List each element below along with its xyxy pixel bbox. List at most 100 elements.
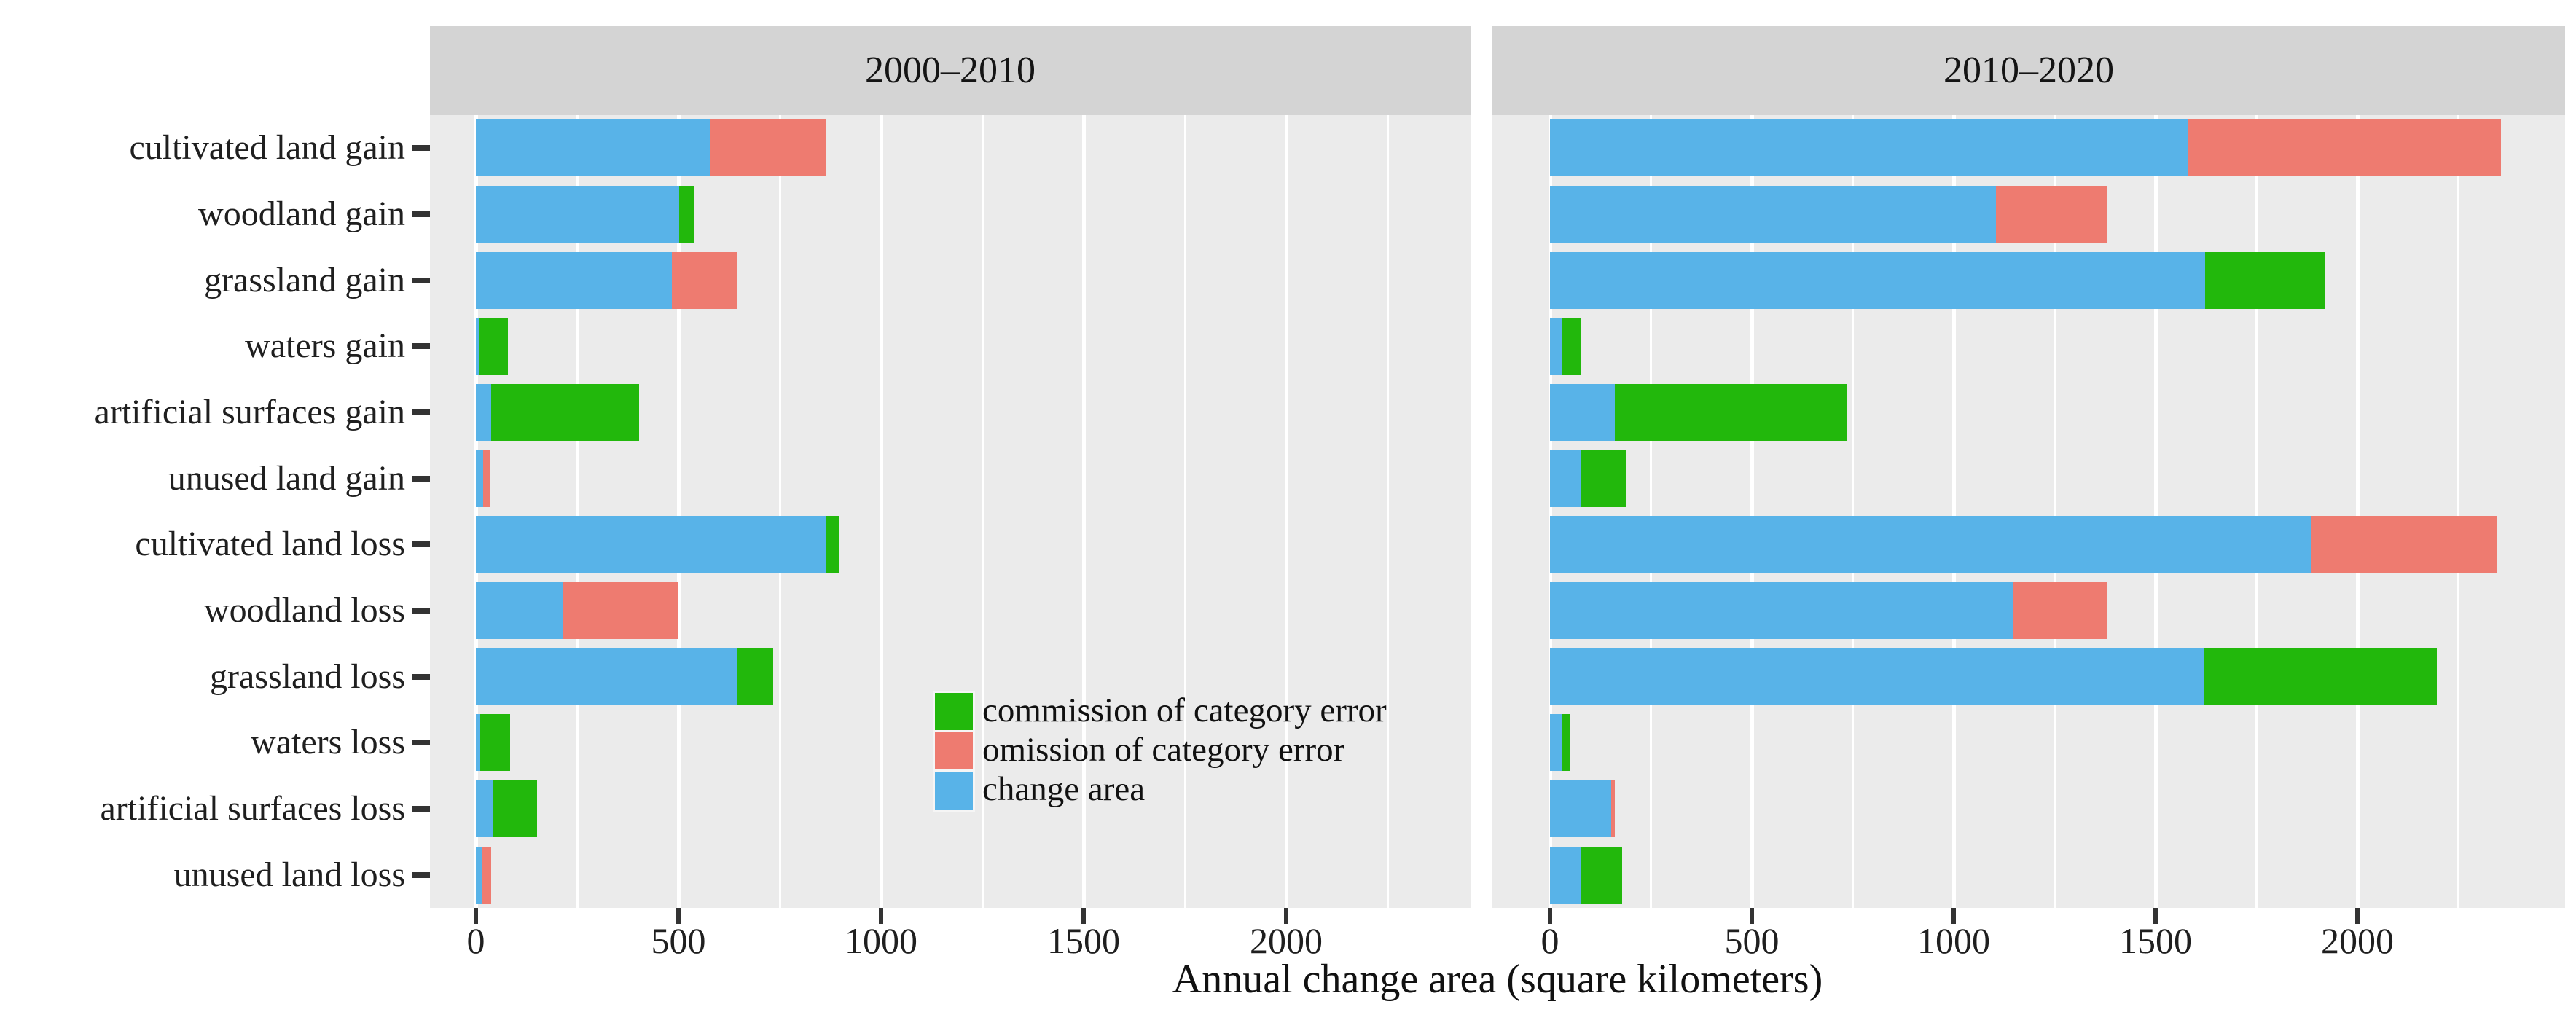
bar-segment-omission [483, 450, 490, 507]
bar-segment-omission [1611, 780, 1616, 837]
legend-key-commission [933, 691, 975, 733]
x-tick-mark [879, 908, 883, 924]
legend-label: commission of category error [982, 691, 1387, 729]
major-gridline [676, 115, 681, 908]
bar-segment-change [1550, 582, 2013, 639]
bar-segment-omission [2188, 119, 2501, 177]
major-gridline [1081, 115, 1086, 908]
x-tick-label: 0 [466, 920, 485, 961]
bar-segment-change [476, 846, 482, 904]
bar-segment-change [476, 582, 563, 639]
x-tick-label: 0 [1540, 920, 1559, 961]
minor-gridline [2457, 115, 2459, 908]
bar-segment-change [1550, 450, 1581, 507]
bar-segment-change [476, 714, 480, 772]
bar-segment-change [1550, 714, 1562, 772]
legend-label: omission of category error [982, 731, 1345, 769]
x-tick-mark [1750, 908, 1754, 924]
bar-segment-change [476, 450, 483, 507]
panel-2010-2020 [1492, 115, 2565, 908]
bar-segment-commission [492, 780, 538, 837]
y-tick-mark [412, 277, 430, 283]
x-tick-mark [1081, 908, 1086, 924]
y-axis-label: grassland loss [210, 657, 405, 696]
x-axis-title: Annual change area (square kilometers) [1172, 957, 1823, 1002]
bar-segment-change [1550, 516, 2311, 573]
x-tick-label: 1000 [845, 920, 917, 961]
bar-segment-change [1550, 186, 1997, 243]
y-tick-mark [412, 740, 430, 746]
bar-segment-change [476, 516, 826, 573]
minor-gridline [778, 115, 781, 908]
minor-gridline [1852, 115, 1854, 908]
bar-segment-commission [2204, 648, 2437, 705]
legend-label: change area [982, 770, 1146, 808]
x-tick-label: 500 [651, 920, 706, 961]
minor-gridline [2054, 115, 2056, 908]
y-axis-label: woodland loss [204, 591, 405, 630]
bar-segment-change [1550, 846, 1581, 904]
facet-strip-left-label: 2000–2010 [865, 50, 1036, 91]
bar-segment-change [476, 648, 737, 705]
major-gridline [1951, 115, 1956, 908]
y-axis-label: unused land gain [168, 458, 405, 498]
bar-segment-commission [1561, 714, 1570, 772]
facet-strip-left: 2000–2010 [430, 26, 1471, 115]
bar-segment-commission [1562, 318, 1581, 375]
bar-segment-commission [1614, 384, 1848, 441]
x-tick-label: 1000 [1917, 920, 1990, 961]
minor-gridline [1650, 115, 1652, 908]
bar-segment-omission [2012, 582, 2108, 639]
x-tick-label: 2000 [2321, 920, 2394, 961]
bar-segment-commission [479, 714, 511, 772]
major-gridline [2355, 115, 2360, 908]
minor-gridline [1183, 115, 1186, 908]
bar-segment-change [476, 251, 673, 309]
major-gridline [879, 115, 883, 908]
x-tick-mark [2355, 908, 2360, 924]
bar-segment-change [476, 186, 680, 243]
x-tick-mark [676, 908, 681, 924]
y-tick-mark [412, 475, 430, 482]
bar-segment-change [1550, 318, 1562, 375]
bar-segment-change [1550, 251, 2206, 309]
bar-segment-change [1550, 384, 1615, 441]
y-axis-label: grassland gain [204, 260, 405, 299]
bar-segment-omission [482, 846, 491, 904]
bar-segment-omission [709, 119, 827, 177]
bar-segment-change [476, 318, 479, 375]
y-tick-mark [412, 145, 430, 152]
legend-key-omission [933, 730, 975, 772]
y-axis-label: unused land loss [173, 855, 405, 894]
minor-gridline [981, 115, 984, 908]
bar-segment-omission [2311, 516, 2498, 573]
y-tick-mark [412, 673, 430, 680]
y-axis-label: woodland gain [198, 195, 405, 233]
y-tick-mark [412, 608, 430, 614]
major-gridline [474, 115, 478, 908]
major-gridline [1284, 115, 1288, 908]
bar-segment-commission [737, 648, 774, 705]
y-axis-label: waters loss [251, 723, 405, 762]
y-tick-mark [412, 343, 430, 350]
bar-segment-omission [563, 582, 678, 639]
bar-segment-change [476, 780, 493, 837]
bar-segment-change [1550, 780, 1612, 837]
y-tick-mark [412, 541, 430, 548]
x-tick-mark [1548, 908, 1552, 924]
y-axis-label: cultivated land loss [135, 525, 405, 564]
bar-segment-commission [1581, 450, 1626, 507]
x-tick-mark [2153, 908, 2158, 924]
facet-strip-right-label: 2010–2020 [1943, 50, 2114, 91]
major-gridline [1548, 115, 1552, 908]
minor-gridline [576, 115, 579, 908]
y-axis-label: artificial surfaces loss [100, 789, 406, 828]
y-axis-label: waters gain [245, 326, 405, 366]
x-tick-mark [1951, 908, 1956, 924]
legend-key-change [933, 769, 975, 812]
y-axis-label: artificial surfaces gain [94, 393, 405, 431]
bar-segment-change [1550, 648, 2204, 705]
major-gridline [1750, 115, 1754, 908]
y-tick-mark [412, 211, 430, 217]
